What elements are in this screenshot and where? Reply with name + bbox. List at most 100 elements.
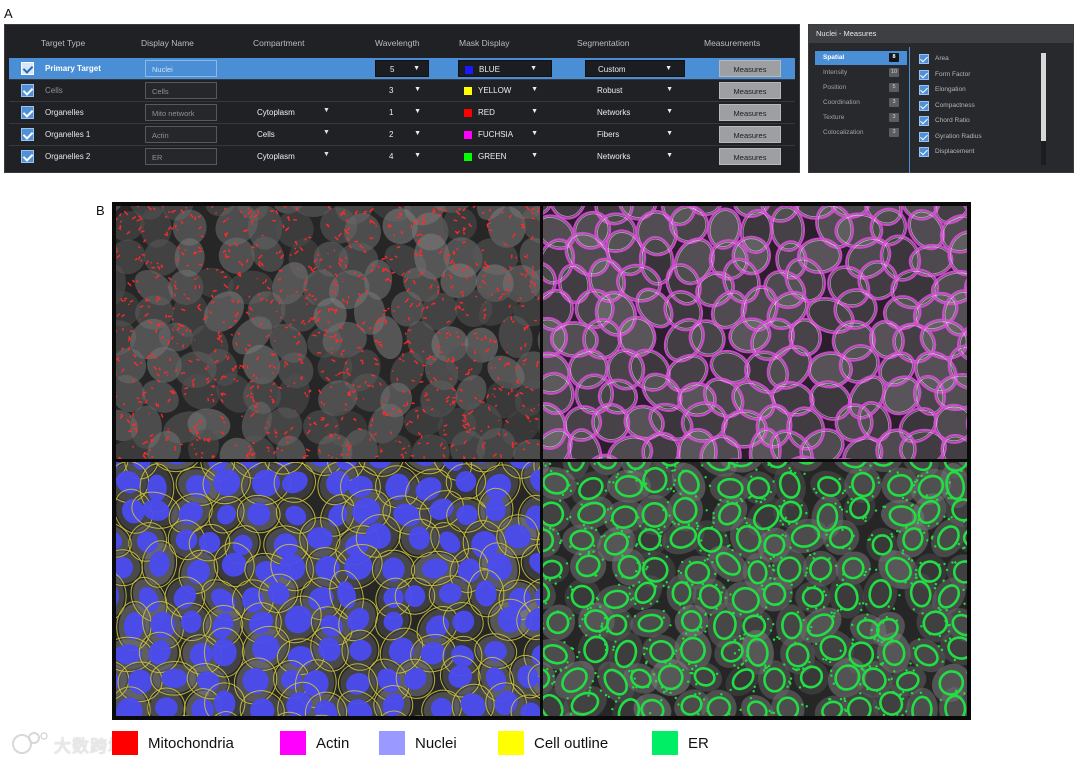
- compartment-select[interactable]: Cytoplasm: [257, 152, 295, 161]
- target-type: Organelles 1: [45, 130, 91, 139]
- measure-checkbox[interactable]: [919, 100, 929, 111]
- table-row[interactable]: Organelles 1 Actin Cells ▼ 2 ▼ FUCHSIA ▼ Fibers ▼…: [9, 124, 795, 145]
- table-row[interactable]: Organelles Mito network Cytoplasm ▼ 1 ▼ RED ▼ Ne…: [9, 102, 795, 123]
- chevron-down-icon[interactable]: ▼: [323, 129, 330, 136]
- row-checkbox[interactable]: [21, 84, 34, 97]
- chevron-down-icon[interactable]: ▼: [531, 130, 538, 137]
- measures-panel: Nuclei - Measures Spatial 8 Intensity 10 Pos…: [808, 24, 1074, 173]
- wavelength-select[interactable]: 4 ▼: [375, 148, 429, 165]
- chevron-down-icon[interactable]: ▼: [531, 108, 538, 115]
- measure-checkbox[interactable]: [919, 147, 929, 157]
- chevron-down-icon[interactable]: ▼: [323, 107, 330, 114]
- measure-category-texture[interactable]: Texture 3: [815, 111, 907, 125]
- measure-checkbox[interactable]: [919, 54, 929, 64]
- table-row[interactable]: Organelles 2 ER Cytoplasm ▼ 4 ▼ GREEN ▼ Networks…: [9, 146, 795, 167]
- measure-category-colocalization[interactable]: Colocalization 3: [815, 126, 907, 140]
- measure-option[interactable]: Elongation: [919, 84, 1039, 98]
- mask-display-select[interactable]: RED ▼: [458, 104, 552, 121]
- mask-display-select[interactable]: FUCHSIA ▼: [458, 126, 552, 143]
- measures-scrollbar[interactable]: [1041, 53, 1046, 165]
- measure-category-position[interactable]: Position 5: [815, 81, 907, 95]
- measure-option[interactable]: Gyration Radius: [919, 131, 1039, 145]
- segmentation-select[interactable]: Custom ▼: [585, 60, 685, 77]
- measure-label: Chord Ratio: [935, 117, 970, 124]
- chevron-down-icon[interactable]: ▼: [530, 65, 537, 72]
- table-row[interactable]: Cells Cells 3 ▼ YELLOW ▼ Robust ▼ Measures: [9, 80, 795, 101]
- measures-button[interactable]: Measures: [719, 60, 781, 77]
- chevron-down-icon[interactable]: ▼: [531, 152, 538, 159]
- measures-button[interactable]: Measures: [719, 148, 781, 165]
- measure-option[interactable]: Displacement: [919, 146, 1039, 160]
- mask-display-select[interactable]: YELLOW ▼: [458, 82, 552, 99]
- display-name-field[interactable]: Cells: [145, 82, 217, 99]
- watermark-logo-icon: [12, 732, 48, 754]
- chevron-down-icon[interactable]: ▼: [531, 86, 538, 93]
- segmentation-value: Fibers: [597, 130, 620, 139]
- scrollbar-thumb[interactable]: [1041, 53, 1046, 141]
- compartment-select[interactable]: Cells: [257, 130, 275, 139]
- segmentation-select[interactable]: Robust ▼: [585, 82, 685, 99]
- measure-category-spatial[interactable]: Spatial 8: [815, 51, 907, 65]
- display-name-field[interactable]: Nuclei: [145, 60, 217, 77]
- measures-button[interactable]: Measures: [719, 126, 781, 143]
- chevron-down-icon[interactable]: ▼: [666, 86, 673, 93]
- chevron-down-icon[interactable]: ▼: [414, 130, 421, 137]
- target-type: Primary Target: [45, 64, 101, 73]
- measure-option[interactable]: Area: [919, 53, 1039, 67]
- category-count: 3: [889, 98, 899, 107]
- mask-color-label: RED: [478, 108, 495, 117]
- legend-swatch: [652, 731, 678, 755]
- display-name-field[interactable]: Actin: [145, 126, 217, 143]
- segmentation-select[interactable]: Fibers ▼: [585, 126, 685, 143]
- measure-label: Elongation: [935, 86, 966, 93]
- chevron-down-icon[interactable]: ▼: [414, 86, 421, 93]
- measure-checkbox[interactable]: [919, 69, 929, 80]
- chevron-down-icon[interactable]: ▼: [323, 151, 330, 158]
- chevron-down-icon[interactable]: ▼: [414, 108, 421, 115]
- legend-swatch: [112, 731, 138, 755]
- measure-category-intensity[interactable]: Intensity 10: [815, 66, 907, 80]
- wavelength-select[interactable]: 1 ▼: [375, 104, 429, 121]
- measures-button[interactable]: Measures: [719, 104, 781, 121]
- display-name-field[interactable]: Mito network: [145, 104, 217, 121]
- chevron-down-icon[interactable]: ▼: [666, 130, 673, 137]
- measure-option[interactable]: Chord Ratio: [919, 115, 1039, 129]
- wavelength-select[interactable]: 2 ▼: [375, 126, 429, 143]
- category-count: 3: [889, 128, 899, 137]
- compartment-select[interactable]: Cytoplasm: [257, 108, 295, 117]
- header-target-type: Target Type: [41, 38, 86, 48]
- chevron-down-icon[interactable]: ▼: [666, 152, 673, 159]
- header-wavelength: Wavelength: [375, 38, 420, 48]
- segmentation-select[interactable]: Networks ▼: [585, 148, 685, 165]
- mask-display-select[interactable]: BLUE ▼: [458, 60, 552, 77]
- wavelength-select[interactable]: 3 ▼: [375, 82, 429, 99]
- measure-label: Displacement: [935, 148, 975, 155]
- nuclei-cell-outline-overlay-image: [116, 462, 540, 716]
- measure-category-coordination[interactable]: Coordination 3: [815, 96, 907, 110]
- measure-option[interactable]: Compactness: [919, 100, 1039, 114]
- mask-color-label: BLUE: [479, 65, 500, 74]
- row-checkbox[interactable]: [21, 128, 34, 141]
- measure-checkbox[interactable]: [919, 85, 929, 95]
- display-name-field[interactable]: ER: [145, 148, 217, 165]
- chevron-down-icon[interactable]: ▼: [414, 152, 421, 159]
- segmentation-select[interactable]: Networks ▼: [585, 104, 685, 121]
- table-row[interactable]: Primary Target Nuclei 5 ▼ BLUE ▼ Custom ▼ Measur…: [9, 58, 795, 79]
- category-label: Colocalization: [823, 129, 864, 136]
- row-checkbox[interactable]: [21, 150, 34, 163]
- row-checkbox[interactable]: [21, 62, 34, 75]
- chevron-down-icon[interactable]: ▼: [665, 65, 672, 72]
- category-count: 5: [889, 83, 899, 92]
- targets-table: Target Type Display Name Compartment Wav…: [4, 24, 800, 173]
- microscopy-grid: [112, 202, 971, 720]
- measures-button[interactable]: Measures: [719, 82, 781, 99]
- chevron-down-icon[interactable]: ▼: [666, 108, 673, 115]
- measure-checkbox[interactable]: [919, 131, 929, 142]
- wavelength-select[interactable]: 5 ▼: [375, 60, 429, 77]
- chevron-down-icon[interactable]: ▼: [413, 65, 420, 72]
- category-count: 8: [889, 53, 899, 62]
- row-checkbox[interactable]: [21, 106, 34, 119]
- measure-checkbox[interactable]: [919, 116, 929, 126]
- mask-display-select[interactable]: GREEN ▼: [458, 148, 552, 165]
- measure-option[interactable]: Form Factor: [919, 69, 1039, 83]
